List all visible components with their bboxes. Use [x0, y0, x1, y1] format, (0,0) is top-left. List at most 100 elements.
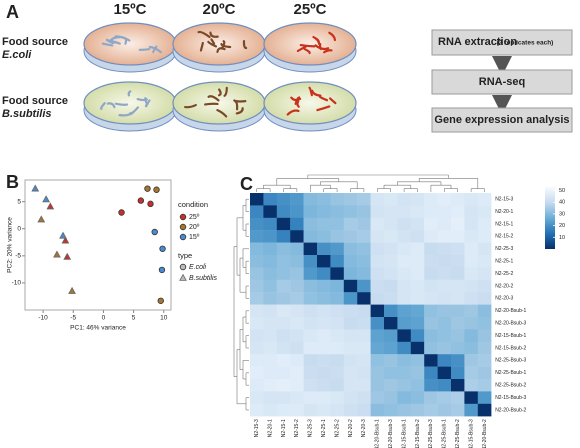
- heatmap-cell: [290, 242, 304, 256]
- heatmap-cell: [263, 317, 277, 330]
- heatmap-cell: [276, 391, 291, 404]
- heatmap-cell: [437, 341, 452, 355]
- heatmap-cell: [317, 242, 331, 256]
- heatmap-cell: [343, 304, 358, 318]
- heatmap-cell: [263, 379, 277, 392]
- heatmap-cell: [451, 403, 465, 417]
- heatmap-cell: [397, 304, 411, 318]
- heatmap-cell: [250, 379, 264, 392]
- heatmap-cell: [250, 292, 264, 305]
- y-axis-label: PC2: 20% variance: [7, 217, 14, 273]
- heatmap-cell: [250, 366, 264, 380]
- heatmap-cell: [424, 230, 438, 243]
- heatmap-cell: [451, 217, 465, 231]
- point: [42, 195, 50, 203]
- heatmap-cell: [343, 279, 358, 293]
- heatmap-cell: [451, 230, 465, 243]
- heatmap-cell: [290, 255, 304, 268]
- heatmap-cell: [410, 403, 425, 417]
- heatmap-cell: [424, 205, 438, 218]
- worm: [316, 105, 331, 112]
- row-label: N2-15-3: [495, 197, 513, 203]
- heatmap-cell: [370, 205, 385, 218]
- heatmap-cell: [357, 391, 371, 404]
- heatmap-cell: [464, 379, 478, 392]
- worm: [199, 41, 204, 52]
- point: [144, 185, 151, 192]
- row-label: N2-15-2: [495, 234, 513, 240]
- heatmap-cell: [303, 267, 318, 280]
- heatmap-cell: [290, 304, 304, 318]
- heatmap-cell: [343, 230, 358, 243]
- heatmap-cell: [451, 366, 465, 380]
- heatmap-cell: [276, 193, 291, 206]
- heatmap-cell: [477, 379, 492, 392]
- point: [59, 231, 67, 239]
- heatmap-cell: [263, 341, 277, 355]
- heatmap-cell: [357, 267, 371, 280]
- heatmap-cell: [276, 379, 291, 392]
- heatmap-cell: [250, 255, 264, 268]
- x-tick-label: 0: [102, 315, 106, 322]
- heatmap-cell: [276, 366, 291, 380]
- heatmap-cell: [303, 354, 318, 367]
- heatmap-cell: [276, 403, 291, 417]
- workflow-note: (3 replicates each): [497, 40, 554, 47]
- heatmap-cell: [330, 341, 344, 355]
- heatmap-cell: [343, 329, 358, 342]
- heatmap-cell: [370, 255, 385, 268]
- dish: [263, 81, 357, 125]
- legend-label: 15º: [189, 234, 200, 241]
- heatmap-cell: [250, 354, 264, 367]
- heatmap-cell: [357, 193, 371, 206]
- heatmap-cell: [437, 279, 452, 293]
- y-tick-label: 5: [17, 198, 21, 205]
- point: [151, 228, 158, 236]
- heatmap-cell: [330, 217, 344, 231]
- heatmap-cell: [263, 242, 277, 256]
- heatmap-cell: [424, 217, 438, 231]
- worm: [328, 97, 337, 105]
- heatmap-cell: [357, 304, 371, 318]
- heatmap-cell: [424, 354, 438, 367]
- heatmap-cell: [317, 379, 331, 392]
- heatmap-cell: [451, 255, 465, 268]
- workflow: RNA extraction (3 replicates each) RNA-s…: [431, 29, 573, 133]
- worm: [323, 49, 333, 54]
- heatmap-cell: [370, 379, 385, 392]
- heatmap-cell: [451, 279, 465, 293]
- row-label: N2-15-Bsub-1: [495, 333, 526, 339]
- workflow-box: [431, 29, 573, 56]
- worm: [127, 90, 132, 97]
- heatmap-cell: [410, 391, 425, 404]
- point: [68, 286, 76, 294]
- heatmap-cell: [290, 267, 304, 280]
- heatmap-cell: [451, 304, 465, 318]
- heatmap-cell: [343, 193, 358, 206]
- heatmap-cell: [250, 230, 264, 243]
- worm: [233, 99, 247, 103]
- row-label: N2-15-Bsub-3: [495, 395, 526, 401]
- dish: [83, 22, 177, 66]
- heatmap-cell: [290, 230, 304, 243]
- worm: [294, 96, 301, 105]
- heatmap-cell: [357, 205, 371, 218]
- heatmap-cell: [384, 279, 398, 293]
- heatmap-cell: [424, 242, 438, 256]
- heatmap-cell: [303, 304, 318, 318]
- heatmap-cell: [330, 391, 344, 404]
- heatmap-cell: [357, 403, 371, 417]
- heatmap-cell: [290, 292, 304, 305]
- legend-swatch: [179, 233, 187, 241]
- heatmap-cell: [464, 217, 478, 231]
- heatmap-cell: [424, 304, 438, 318]
- heatmap-cell: [397, 230, 411, 243]
- heatmap-cell: [384, 267, 398, 280]
- row-label: N2-20-Bsub-3: [495, 321, 526, 327]
- colorbar-label: 10: [559, 235, 565, 241]
- heatmap-cell: [317, 267, 331, 280]
- row-label: N2-15-Bsub-2: [495, 345, 526, 351]
- point: [159, 245, 166, 252]
- heatmap-cell: [290, 205, 304, 218]
- heatmap-cell: [410, 217, 425, 231]
